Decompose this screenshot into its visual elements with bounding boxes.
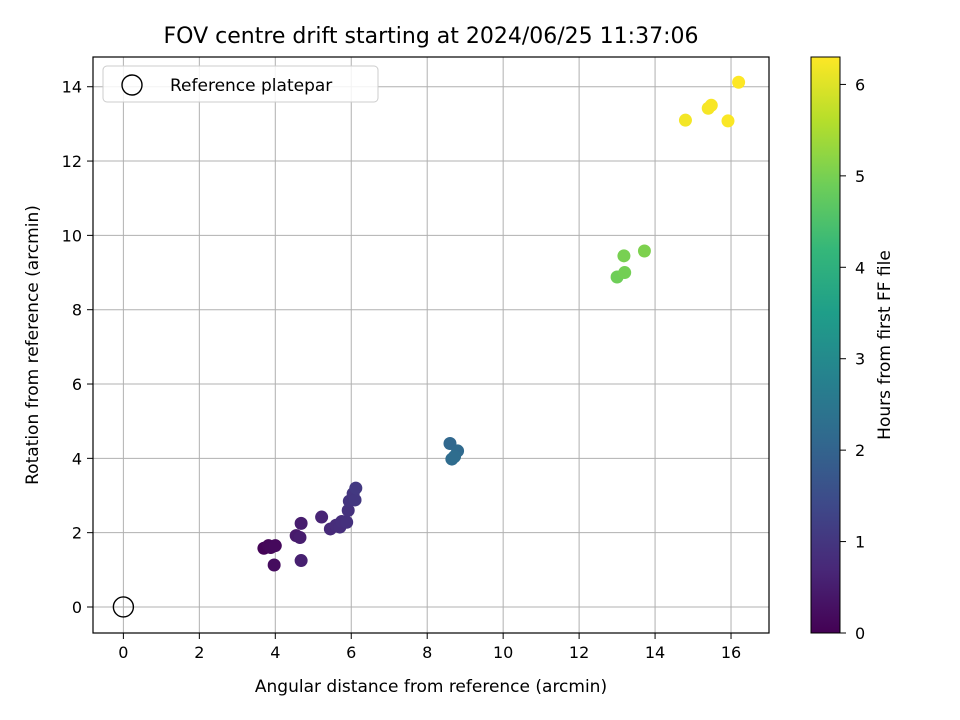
data-point: [637, 244, 651, 258]
colorbar-gradient: [810, 56, 841, 634]
y-tick-label: 14: [62, 78, 82, 97]
chart-title: FOV centre drift starting at 2024/06/25 …: [164, 24, 699, 49]
data-point: [293, 530, 307, 544]
y-tick-label: 0: [72, 598, 82, 617]
x-tick-label: 10: [493, 643, 513, 662]
colorbar-tick-label: 6: [855, 75, 865, 94]
colorbar-tick-label: 4: [855, 258, 865, 277]
x-axis-label: Angular distance from reference (arcmin): [255, 677, 607, 697]
data-point: [678, 113, 692, 127]
y-axis-label: Rotation from reference (arcmin): [23, 205, 43, 485]
x-tick-label: 2: [194, 643, 204, 662]
legend: Reference platepar: [102, 65, 379, 103]
colorbar-tick-label: 1: [855, 533, 865, 552]
data-point: [268, 539, 282, 553]
colorbar: 0 1 2 3 4 5 6 Hours from first FF file: [810, 56, 895, 643]
data-point: [617, 249, 631, 263]
data-point: [340, 515, 354, 529]
data-point: [315, 510, 329, 524]
colorbar-tick-label: 3: [855, 350, 865, 369]
y-tick-label: 2: [72, 524, 82, 543]
data-point: [348, 493, 362, 507]
x-tick-label: 8: [422, 643, 432, 662]
colorbar-tick-label: 5: [855, 167, 865, 186]
data-point: [448, 449, 462, 463]
y-axis-ticks: 0 2 4 6 8 10 12 14: [62, 78, 93, 617]
data-point: [294, 516, 308, 530]
data-point: [349, 481, 363, 495]
colorbar-tick-label: 0: [855, 624, 865, 643]
y-tick-label: 6: [72, 375, 82, 394]
y-tick-label: 4: [72, 449, 82, 468]
y-tick-label: 8: [72, 301, 82, 320]
y-tick-label: 10: [62, 226, 82, 245]
reference-marker-group: [112, 596, 135, 618]
data-point: [618, 266, 632, 280]
data-point: [704, 98, 718, 112]
x-tick-label: 6: [346, 643, 356, 662]
colorbar-tick-label: 2: [855, 441, 865, 460]
plot-frame: [92, 56, 770, 634]
grid-lines: [93, 57, 769, 633]
data-point: [732, 75, 746, 89]
reference-point-marker: [112, 596, 135, 618]
legend-label: Reference platepar: [170, 76, 332, 96]
data-points: [257, 75, 746, 572]
colorbar-label: Hours from first FF file: [875, 250, 895, 440]
data-point: [267, 558, 281, 572]
x-tick-label: 4: [270, 643, 280, 662]
x-tick-label: 14: [645, 643, 665, 662]
y-tick-label: 12: [62, 152, 82, 171]
x-tick-label: 0: [118, 643, 128, 662]
x-tick-label: 12: [569, 643, 589, 662]
colorbar-ticks: 0 1 2 3 4 5 6: [840, 75, 865, 643]
legend-box: [102, 65, 379, 103]
x-axis-ticks: 0 2 4 6 8 10 12 14 16: [118, 633, 741, 662]
x-tick-label: 16: [721, 643, 741, 662]
data-point: [721, 114, 735, 128]
legend-reference-marker-icon: [121, 74, 143, 96]
data-point: [294, 554, 308, 568]
